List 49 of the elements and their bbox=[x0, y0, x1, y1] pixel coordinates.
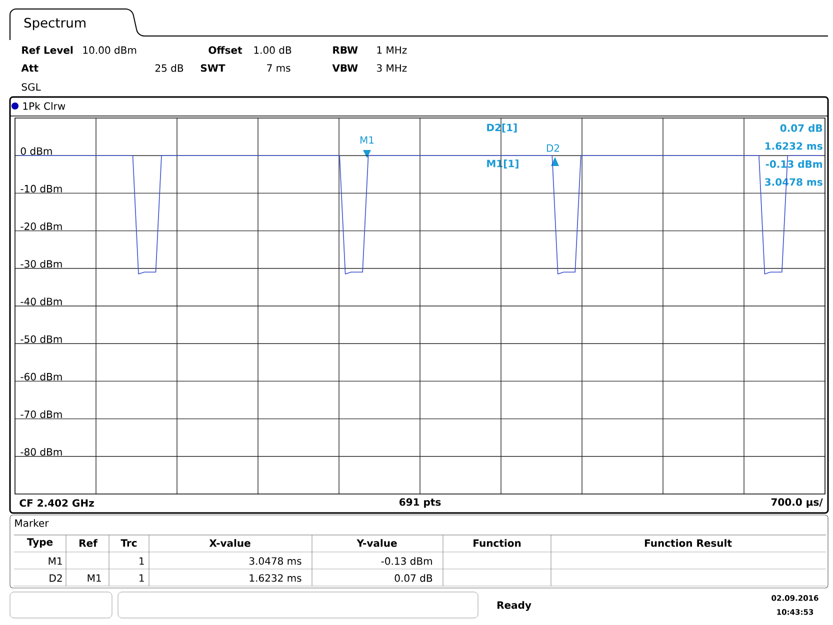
text: 1 bbox=[140, 574, 144, 582]
text: M1 bbox=[48, 557, 62, 565]
text: Ref bbox=[80, 539, 98, 547]
text: Trc bbox=[120, 539, 137, 547]
text: Ready bbox=[497, 601, 532, 611]
text: Marker bbox=[15, 519, 49, 527]
text: 1Pk Clrw bbox=[23, 102, 66, 110]
text: Function bbox=[474, 539, 521, 547]
text: 7 ms bbox=[267, 64, 290, 72]
text: 1 bbox=[140, 557, 144, 565]
y-tick-label: -60 dBm bbox=[20, 372, 62, 380]
annotation: D2 bbox=[546, 144, 560, 152]
text: 3.0478 ms bbox=[249, 557, 302, 565]
text: 3 MHz bbox=[376, 64, 407, 72]
text: VBW bbox=[332, 64, 358, 72]
y-tick-label: -10 dBm bbox=[20, 184, 62, 192]
annotation: M1 bbox=[360, 136, 374, 144]
y-tick-label: -70 dBm bbox=[20, 410, 62, 418]
text: 691 pts bbox=[400, 498, 441, 508]
y-tick-label: 0 dBm bbox=[20, 147, 52, 155]
text: 1.00 dB bbox=[254, 46, 292, 54]
text: Att bbox=[21, 64, 38, 72]
text: 1.6232 ms bbox=[250, 574, 302, 582]
y-tick-label: -40 dBm bbox=[20, 298, 62, 306]
text: 700.0 µs/ bbox=[771, 498, 823, 508]
chart-title: Spectrum bbox=[24, 18, 86, 30]
text: X-value bbox=[209, 539, 250, 547]
text: SWT bbox=[200, 64, 226, 72]
text: SGL bbox=[22, 83, 41, 91]
text: -0.13 dBm bbox=[381, 557, 432, 565]
text: D2 bbox=[50, 574, 62, 582]
text: 25 dB bbox=[155, 64, 184, 72]
y-tick-label: -30 dBm bbox=[20, 260, 62, 268]
text: RBW bbox=[333, 46, 358, 54]
y-tick-label: -80 dBm bbox=[20, 448, 62, 456]
text: 10.00 dBm bbox=[83, 46, 136, 54]
text: 1 MHz bbox=[377, 46, 407, 54]
text: M1 bbox=[88, 574, 101, 582]
text: Ref Level bbox=[22, 46, 73, 54]
text: Y-value bbox=[356, 539, 397, 547]
annotation: 0.07 dB bbox=[780, 124, 822, 132]
y-tick-label: -20 dBm bbox=[20, 222, 62, 230]
text: Offset bbox=[208, 46, 242, 54]
text: CF 2.402 GHz bbox=[20, 499, 94, 507]
text: Function Result bbox=[644, 539, 732, 547]
text: 0.07 dB bbox=[394, 574, 432, 582]
y-tick-label: -50 dBm bbox=[20, 335, 62, 343]
text: Type bbox=[27, 538, 53, 548]
annotation: 1.6232 ms bbox=[765, 142, 822, 150]
